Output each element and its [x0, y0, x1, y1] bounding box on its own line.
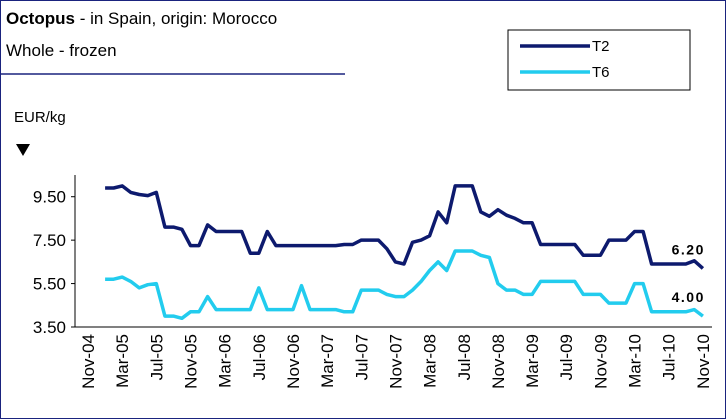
legend-label: T6	[592, 64, 610, 81]
series-line	[105, 184, 705, 270]
x-tick-label: Mar-09	[523, 334, 542, 388]
chart-title: Octopus - in Spain, origin: Morocco	[6, 9, 277, 28]
x-tick-label: Nov-10	[694, 334, 713, 389]
x-tick-label: Jul-05	[147, 334, 166, 380]
x-tick-label: Jul-09	[557, 334, 576, 380]
data-label: 4.00	[672, 289, 705, 305]
x-tick-label: Nov-04	[79, 334, 98, 389]
x-tick-label: Jul-07	[352, 334, 371, 380]
y-tick-label: 5.50	[33, 275, 66, 294]
x-tick-label: Nov-06	[284, 334, 303, 389]
y-tick-label: 7.50	[33, 231, 66, 250]
x-tick-label: Mar-05	[113, 334, 132, 388]
x-tick-label: Mar-08	[421, 334, 440, 388]
legend-label: T2	[592, 38, 610, 55]
x-tick-label: Mar-10	[626, 334, 645, 388]
arrow-icon	[16, 144, 30, 156]
title-rest: - in Spain, origin: Morocco	[80, 9, 277, 28]
x-tick-label: Mar-07	[318, 334, 337, 388]
x-tick-label: Mar-06	[216, 334, 235, 388]
legend-box	[507, 29, 691, 91]
title: Octopus	[6, 9, 75, 28]
x-tick-label: Nov-05	[181, 334, 200, 389]
series-line	[105, 249, 704, 321]
x-tick-label: Jul-10	[660, 334, 679, 380]
x-tick-label: Jul-06	[250, 334, 269, 380]
x-tick-label: Jul-08	[455, 334, 474, 380]
y-tick-label: 9.50	[33, 188, 66, 207]
data-label: 6.20	[672, 241, 705, 257]
x-tick-label: Nov-08	[489, 334, 508, 389]
y-axis-label: EUR/kg	[14, 109, 66, 126]
y-tick-label: 3.50	[33, 318, 66, 337]
subtitle: Whole - frozen	[6, 41, 117, 60]
x-tick-label: Nov-09	[591, 334, 610, 389]
x-tick-label: Nov-07	[386, 334, 405, 389]
